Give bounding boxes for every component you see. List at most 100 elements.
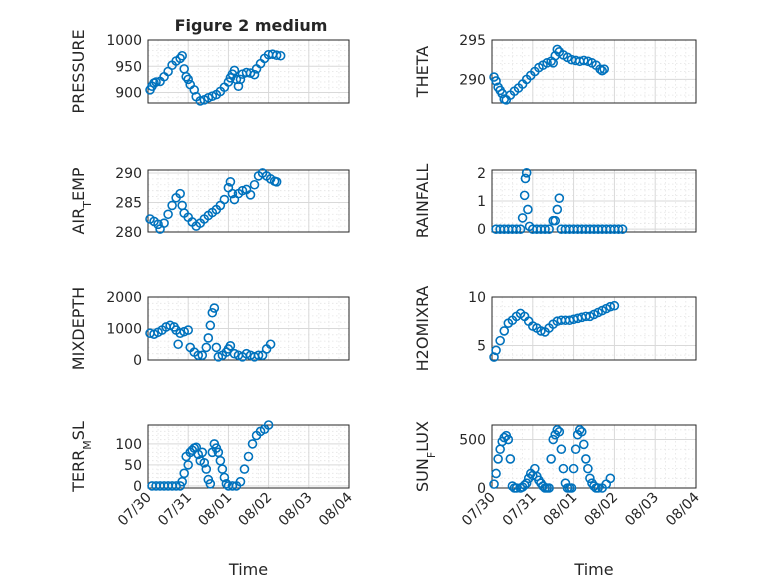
y-tick-label: 290 [459,72,486,88]
data-point [544,224,554,234]
subplot-6: 5 10 H2OMIXRA [413,286,697,372]
data-point [550,215,561,226]
data-point [570,444,581,455]
data-point [566,483,577,493]
y-tick-label: 2000 [106,290,142,306]
data-point [265,339,276,350]
subplot-5: 0 1000 2000 MIXDEPTH [69,287,350,370]
data-point [179,468,189,479]
data-point [536,326,546,336]
data-point [209,303,220,313]
data-point [585,473,595,484]
data-point [177,476,187,487]
data-point [593,483,603,493]
data-point [211,342,222,353]
data-point [221,478,232,489]
y-tick-label: 285 [115,195,142,211]
x-tick-label: 07/30 [115,490,155,530]
y-tick-label: 1000 [106,33,142,49]
data-point [548,434,559,445]
x-tick-label: 08/02 [581,490,621,530]
y-tick-label: 0 [133,353,142,369]
subplot-1: 900 950 1000 PRESSURE [69,29,350,114]
data-point [546,454,556,464]
data-point [235,74,246,85]
x-tick-label: 07/31 [155,490,195,530]
axes-frame [147,39,350,104]
data-point [583,463,593,474]
data-point [552,204,563,215]
data-point [558,463,569,474]
data-point [489,479,499,489]
data-point [177,50,187,61]
data-point [253,350,264,361]
data-point [605,473,616,484]
x-tick-label: 08/04 [316,489,356,529]
data-point [491,76,501,86]
data-point [495,335,505,346]
y-tick-label: 900 [115,86,142,102]
data-point [229,65,240,76]
data-point [499,326,510,336]
data-point [599,64,610,74]
data-point [175,188,185,199]
data-point [581,454,591,464]
data-point [173,339,183,350]
y-tick-label: 5 [477,338,486,354]
data-point [243,451,254,462]
data-point [271,177,282,187]
data-point [554,426,565,437]
y-axis-label: AIRTEMP [69,167,94,234]
y-tick-label: 0 [133,479,142,495]
subplot-2: 290 295 THETA [413,33,697,105]
data-point [239,464,250,474]
data-point [576,426,587,437]
y-axis-label: MIXDEPTH [69,287,88,370]
data-point [275,50,286,61]
x-tick-label: 07/31 [500,490,540,530]
y-tick-label: 100 [115,437,142,453]
x-axis-label: Time [228,560,268,579]
data-point [511,483,522,493]
y-axis-label: RAINFALL [413,164,432,239]
data-point [554,193,565,203]
data-point [227,188,238,199]
y-axis-label: H2OMIXRA [413,286,432,372]
y-axis-label: SUNFLUX [413,421,438,492]
data-point [197,350,208,361]
data-point [503,434,514,445]
data-point [515,224,526,234]
axes-frame [147,169,350,233]
data-point [163,209,173,220]
data-point [605,301,616,312]
subplot-4: 0 1 2 RAINFALL [413,164,697,239]
data-point [597,65,607,76]
data-point [153,219,163,230]
data-point [552,425,563,435]
data-point [613,224,624,234]
data-point [517,213,528,223]
data-point [225,177,236,187]
data-point [199,457,210,468]
x-tick-label: 08/01 [541,490,581,530]
axes-frame [491,169,697,233]
data-point [193,350,204,361]
data-point [183,325,193,335]
data-point [540,224,550,234]
x-tick-label: 08/03 [622,490,662,530]
x-tick-label: 08/01 [195,490,235,530]
data-point [249,69,260,80]
data-point [511,224,522,234]
data-point [271,50,282,61]
data-point [215,455,226,466]
x-tick-label: 08/02 [236,490,276,530]
data-point [213,447,224,458]
y-axis-label: TERRMSL [69,421,94,493]
data-point [159,218,169,228]
data-point [544,483,554,493]
data-point [219,194,230,205]
axes-frame [147,424,350,489]
data-point [609,300,620,311]
y-tick-label: 0 [477,222,486,238]
